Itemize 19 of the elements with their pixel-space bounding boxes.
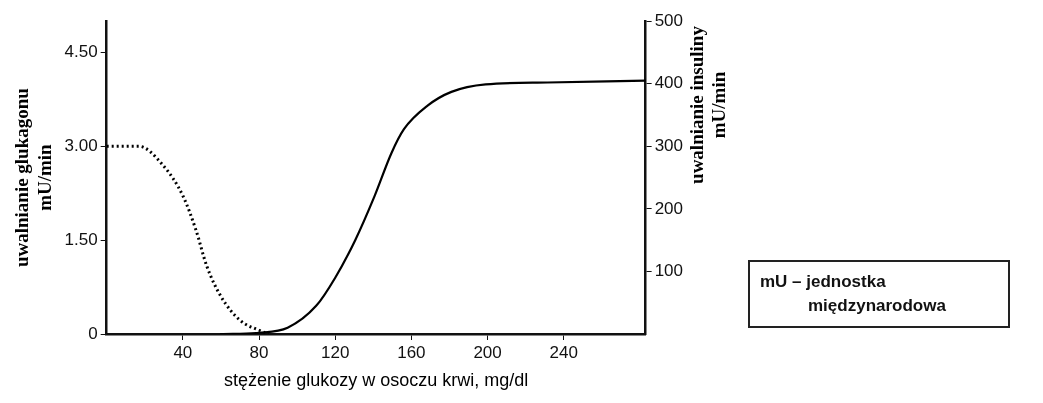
- y-tick-label: 0: [88, 323, 98, 343]
- x-tick-label: 200: [473, 342, 502, 362]
- x-tick-label: 80: [249, 342, 269, 362]
- y2-tick-label: 500: [654, 10, 684, 30]
- x-tick-label: 40: [173, 342, 193, 362]
- y2-tick-label: 400: [654, 73, 684, 93]
- x-tick-label: 240: [549, 342, 578, 362]
- y2-axis-title: uwalnianie insuliny mU/min: [686, 25, 730, 186]
- y2-tick-label: 200: [654, 198, 684, 218]
- y-axis-title: uwalnianie glukagonu mU/min: [11, 87, 56, 268]
- text: mU – jednostka międzynarodowa: [748, 260, 1010, 328]
- y2-tick-label: 300: [654, 136, 684, 156]
- y2-tick-label: 100: [654, 261, 684, 281]
- y-tick-label: 1.50: [64, 229, 98, 249]
- x-axis-title: stężenie glukozy w osoczu krwi, mg/dl: [224, 370, 529, 391]
- y-tick-label: 3.00: [64, 136, 98, 156]
- x-tick-label: 160: [397, 342, 426, 362]
- x-tick-label: 120: [321, 342, 350, 362]
- y-tick-label: 4.50: [64, 42, 98, 62]
